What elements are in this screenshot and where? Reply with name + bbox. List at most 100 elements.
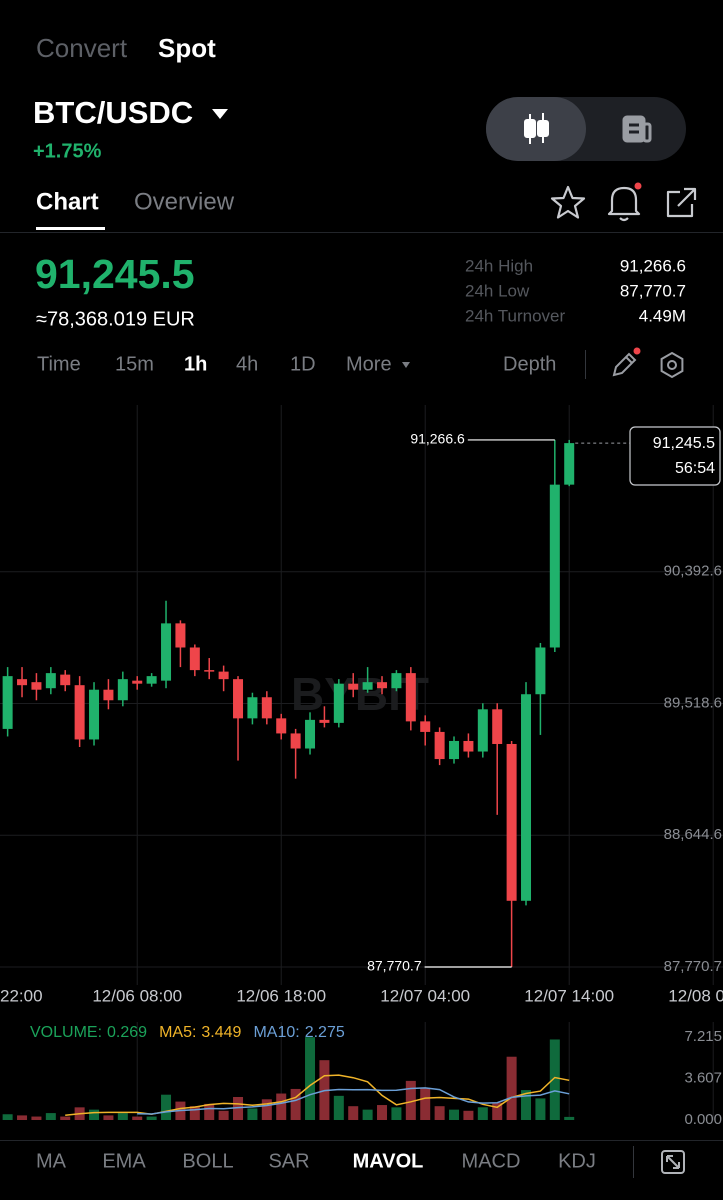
indicator-tab[interactable]: MAVOL — [353, 1150, 424, 1172]
volume-bar — [521, 1090, 532, 1120]
volume-bar — [549, 1039, 560, 1120]
candle-body — [506, 743, 517, 901]
price-change: +1.75% — [33, 140, 102, 162]
y-tick-label: 87,770.7 — [664, 958, 722, 975]
candle-body — [377, 682, 388, 689]
candle-body — [333, 683, 344, 723]
x-tick-label: 12/07 14:00 — [524, 986, 614, 1005]
volume-bar — [506, 1056, 517, 1120]
spot-tab[interactable]: Spot — [158, 33, 216, 63]
x-tick-label: 12/06 08:00 — [92, 986, 182, 1005]
volume-bar — [420, 1087, 431, 1120]
volume-bar — [17, 1115, 28, 1120]
legend-value: 2.275 — [305, 1024, 345, 1041]
interval-tab[interactable]: More — [346, 353, 392, 375]
candle-body — [103, 689, 114, 701]
candle-body — [132, 680, 143, 684]
legend-value: 3.449 — [201, 1024, 241, 1041]
legend-name: MA5: — [159, 1024, 196, 1041]
interval-tab[interactable]: 1h — [184, 353, 207, 375]
interval-tab[interactable]: 4h — [236, 353, 258, 375]
convert-tab[interactable]: Convert — [36, 33, 128, 63]
draw-tool-icon[interactable] — [612, 352, 637, 377]
more-dropdown-arrow[interactable] — [402, 362, 410, 368]
settings-icon[interactable] — [660, 351, 684, 379]
candle-body — [45, 673, 56, 689]
stat-value: 87,770.7 — [620, 281, 686, 300]
indicator-tab[interactable]: SAR — [268, 1150, 309, 1172]
volume-tick-label: 0.000 — [684, 1111, 722, 1128]
candle-body — [564, 443, 575, 485]
stat-value: 91,266.6 — [620, 256, 686, 275]
stat-label: 24h Low — [465, 281, 530, 300]
converted-price: ≈78,368.019 EUR — [36, 308, 195, 330]
interval-tab[interactable]: 15m — [115, 353, 154, 375]
share-icon[interactable] — [666, 187, 697, 218]
volume-bar — [564, 1116, 575, 1120]
volume-bar — [247, 1108, 258, 1120]
legend-name: MA10: — [253, 1024, 299, 1041]
depth-tab[interactable]: Depth — [503, 353, 556, 375]
volume-bar — [276, 1093, 287, 1120]
candle-body — [204, 670, 215, 672]
candle-body — [535, 647, 546, 695]
alert-dot — [634, 182, 642, 190]
volume-bar — [89, 1109, 100, 1120]
x-tick-label: 22:00 — [0, 986, 43, 1005]
alert-icon[interactable] — [607, 186, 641, 222]
last-price-box — [629, 426, 721, 486]
fullscreen-icon[interactable] — [661, 1150, 685, 1174]
overview-tab[interactable]: Overview — [134, 188, 235, 215]
active-tab-underline — [36, 227, 105, 230]
volume-bar — [305, 1037, 316, 1120]
candle-countdown: 56:54 — [675, 460, 715, 477]
volume-bar — [132, 1116, 143, 1120]
volume-bar — [463, 1110, 474, 1120]
indicator-bar-divider — [0, 1140, 723, 1141]
candle-body — [261, 697, 272, 719]
candle-body — [146, 676, 157, 684]
info-view-icon[interactable] — [622, 115, 652, 143]
indicator-tab[interactable]: BOLL — [182, 1150, 233, 1172]
indicator-tab[interactable]: KDJ — [558, 1150, 596, 1172]
volume-bar — [31, 1116, 42, 1120]
volume-bar — [377, 1105, 388, 1120]
candle-body — [89, 689, 100, 740]
volume-bar — [405, 1080, 416, 1120]
volume-bar — [362, 1109, 373, 1120]
candle-body — [434, 731, 445, 760]
candle-body — [420, 721, 431, 732]
candle-body — [492, 709, 503, 744]
volume-bar — [60, 1116, 71, 1120]
volume-bar — [45, 1113, 56, 1120]
chart-tab[interactable]: Chart — [36, 188, 99, 215]
x-tick-label: 12/08 00:00 — [668, 986, 723, 1005]
stat-label: 24h Turnover — [465, 306, 566, 325]
candle-body — [161, 623, 172, 681]
interval-tab[interactable]: 1D — [290, 353, 316, 375]
candle-body — [549, 484, 560, 648]
indicator-separator — [633, 1146, 634, 1178]
candle-body — [175, 623, 186, 648]
low-marker-label: 87,770.7 — [367, 958, 422, 974]
candle-body — [74, 685, 85, 740]
indicator-tab[interactable]: MA — [36, 1150, 67, 1172]
volume-chart: 0.000 3.607 7.215 VOLUME: 0.269 MA5: 3.449 MA10… — [2, 1024, 722, 1128]
volume-tick-label: 3.607 — [684, 1069, 722, 1086]
interval-tab[interactable]: Time — [37, 353, 81, 375]
volume-bar — [333, 1095, 344, 1120]
indicator-tab[interactable]: EMA — [102, 1150, 146, 1172]
candle-body — [521, 694, 532, 901]
pair-name[interactable]: BTC/USDC — [33, 95, 193, 130]
indicator-tab[interactable]: MACD — [462, 1150, 521, 1172]
pair-dropdown-arrow[interactable] — [212, 109, 228, 119]
favorite-icon[interactable] — [550, 185, 586, 219]
volume-bar — [348, 1106, 359, 1120]
y-tick-label: 89,518.6 — [664, 694, 722, 711]
last-price-label: 91,245.5 — [653, 435, 715, 452]
y-tick-label: 88,644.6 — [664, 826, 722, 843]
moving-average-line — [137, 1087, 570, 1115]
volume-bar — [391, 1107, 402, 1120]
volume-bar — [146, 1116, 157, 1120]
